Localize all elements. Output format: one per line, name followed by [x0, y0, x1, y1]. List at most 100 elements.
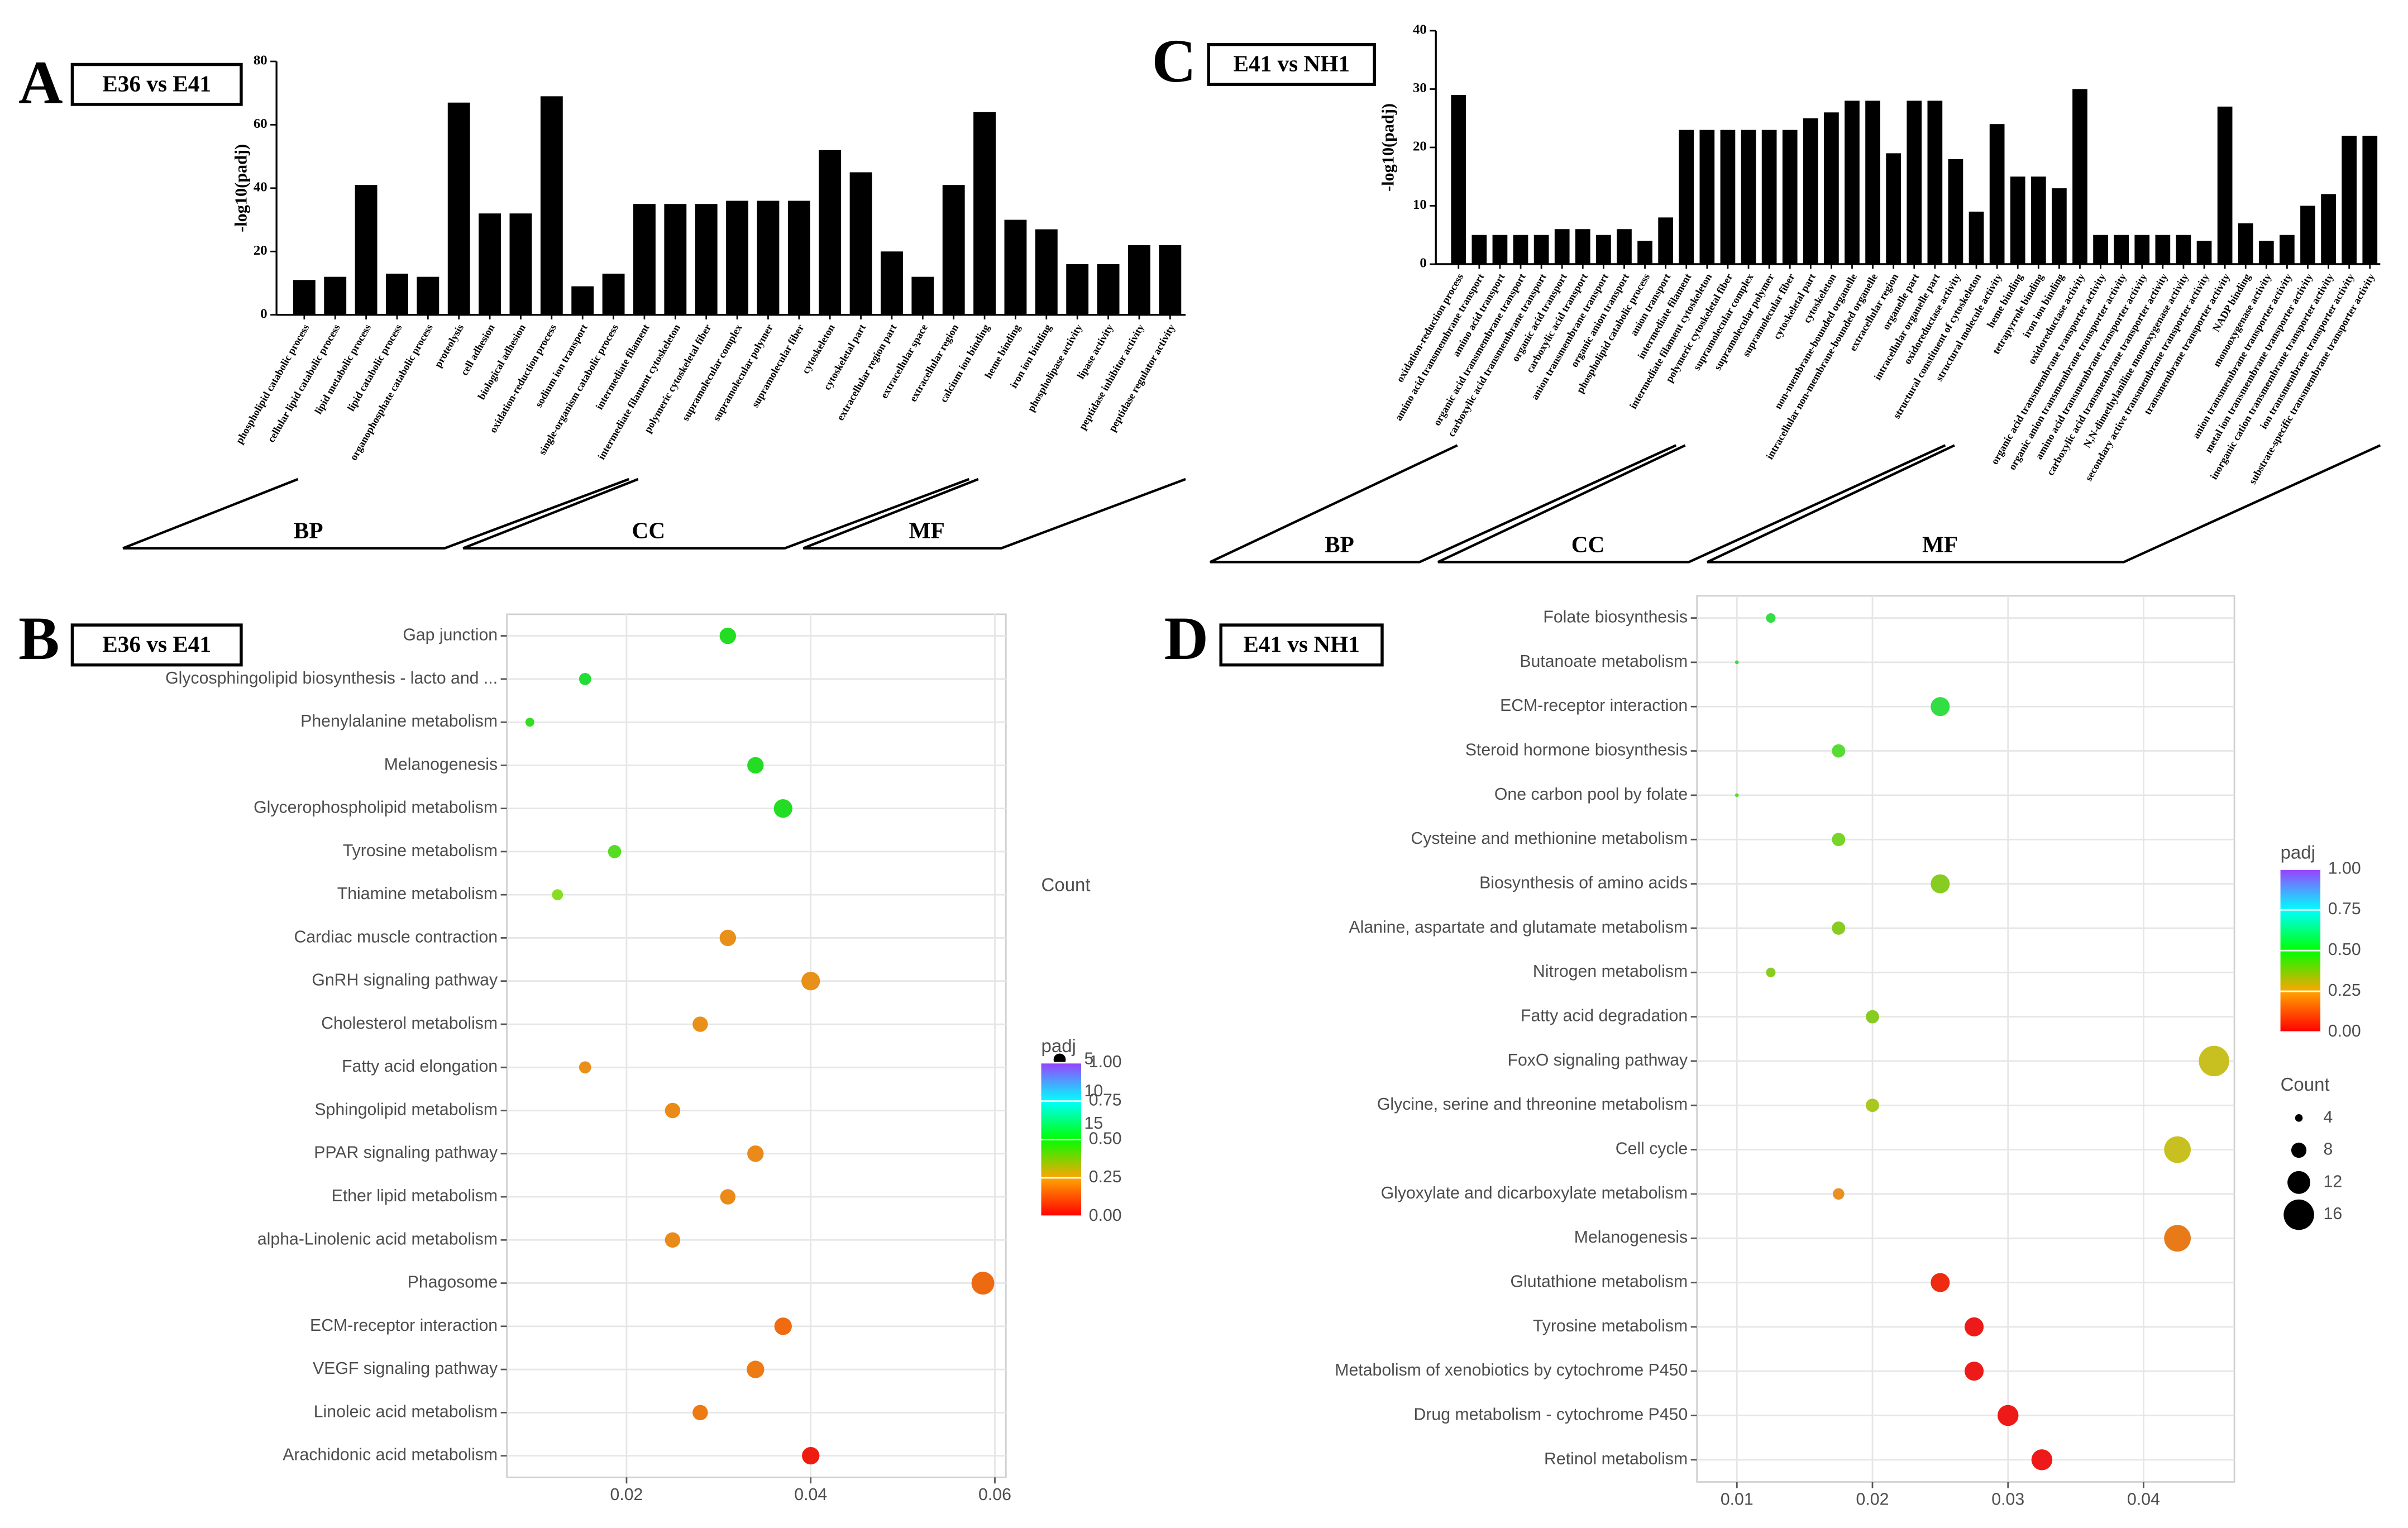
title-box: [70, 63, 243, 106]
bar: [1513, 235, 1528, 264]
bar: [1741, 130, 1756, 264]
bubble: [719, 929, 737, 947]
y-tick-label: Fatty acid degradation: [1521, 1007, 1688, 1025]
bubble: [719, 627, 737, 644]
colorbar-label: 0.00: [2328, 1022, 2361, 1040]
y-tick-label: Drug metabolism - cytochrome P450: [1413, 1405, 1688, 1424]
size-legend-label: 10: [1084, 1082, 1103, 1100]
y-tick-label: Fatty acid elongation: [342, 1057, 498, 1076]
y-tick-label: Glyoxylate and dicarboxylate metabolism: [1381, 1184, 1688, 1202]
colorbar-label: 0.25: [1089, 1168, 1122, 1186]
y-tick-label: 30: [1413, 80, 1427, 96]
bar: [324, 276, 347, 315]
bubble: [747, 1360, 765, 1378]
bubble: [747, 1145, 764, 1162]
bar: [1596, 235, 1611, 264]
y-axis-label: -log10(padj): [232, 144, 251, 232]
y-tick-label: One carbon pool by folate: [1494, 785, 1688, 804]
x-tick-label: extracellular region part: [835, 322, 900, 422]
bar: [664, 204, 687, 315]
bar: [417, 276, 439, 315]
group-bracket: [462, 478, 970, 550]
size-legend-dot: [2283, 1199, 2314, 1230]
bar: [787, 200, 810, 315]
y-tick-label: VEGF signaling pathway: [313, 1359, 498, 1378]
x-tick-label: 0.01: [1721, 1490, 1754, 1508]
bar: [1658, 217, 1674, 264]
colorbar-title: padj: [2281, 842, 2315, 863]
size-legend-dot: [2295, 1114, 2303, 1122]
bubble: [608, 845, 622, 858]
bar: [1471, 235, 1487, 264]
bar: [633, 204, 656, 315]
panel-title: E41 vs NH1: [1233, 51, 1350, 77]
y-tick-label: 0: [260, 306, 267, 321]
y-tick-label: Cholesterol metabolism: [321, 1014, 498, 1033]
bar: [2362, 136, 2378, 264]
bar: [1066, 264, 1089, 315]
size-legend-title: Count: [2281, 1074, 2330, 1095]
bubble: [2199, 1045, 2229, 1077]
x-tick-label: supramolecular polymer: [711, 322, 776, 423]
bar: [1699, 130, 1715, 264]
size-legend-label: 4: [2324, 1108, 2333, 1126]
bar: [293, 280, 316, 315]
title-box: [70, 623, 243, 667]
x-tick-label: phospholipase activity: [1025, 322, 1085, 414]
plot-panel: [1696, 595, 2235, 1483]
bubble: [552, 889, 563, 901]
colorbar-label: 1.00: [1089, 1053, 1122, 1071]
bubble: [1766, 967, 1776, 977]
size-legend-title: Count: [1041, 874, 1091, 895]
y-tick-label: Folate biosynthesis: [1543, 608, 1688, 627]
bubble: [1766, 613, 1776, 623]
y-tick-label: Glycine, serine and threonine metabolism: [1377, 1095, 1688, 1114]
y-tick-label: 80: [254, 53, 267, 68]
bubble: [579, 672, 591, 685]
size-legend-label: 12: [2324, 1172, 2343, 1191]
group-bracket: [1437, 444, 1946, 564]
bubble: [2164, 1136, 2191, 1163]
colorbar-label: 0.00: [1089, 1206, 1122, 1225]
panel-title: E36 vs E41: [102, 631, 211, 657]
y-tick-label: alpha-Linolenic acid metabolism: [257, 1230, 498, 1248]
bar: [1492, 235, 1508, 264]
panel-title: E36 vs E41: [102, 70, 211, 96]
bubble: [692, 1016, 708, 1032]
x-tick-label: lipid catabolic process: [345, 322, 404, 413]
x-tick-label: proteolysis: [432, 322, 466, 370]
panel-letter: B: [18, 604, 59, 672]
bar: [1159, 245, 1182, 315]
group-bracket: [122, 478, 630, 550]
bubble: [1866, 1099, 1879, 1112]
y-tick-label: Linoleic acid metabolism: [314, 1402, 498, 1421]
bubble: [1735, 793, 1739, 798]
y-tick-label: Phagosome: [408, 1273, 498, 1292]
bar: [2258, 241, 2274, 264]
bar: [695, 204, 718, 315]
bubble: [1832, 833, 1846, 847]
bar: [1004, 219, 1027, 315]
bar: [726, 200, 749, 315]
y-tick-label: Sphingolipid metabolism: [314, 1100, 498, 1119]
title-box: [1219, 623, 1384, 667]
bubble: [1832, 921, 1846, 935]
x-tick-label: 0.03: [1991, 1490, 2024, 1508]
bubble: [692, 1405, 708, 1421]
y-tick-label: 40: [254, 180, 267, 195]
bubble: [579, 1061, 591, 1074]
y-tick-label: Nitrogen metabolism: [1533, 962, 1688, 981]
y-tick-label: Metabolism of xenobiotics by cytochrome …: [1335, 1361, 1688, 1379]
y-tick-label: Tyrosine metabolism: [343, 842, 498, 860]
bar: [355, 185, 378, 315]
bubble: [1833, 1188, 1845, 1200]
bar: [2176, 235, 2191, 264]
bubble: [1832, 744, 1846, 758]
bar: [1554, 229, 1570, 264]
y-tick-label: Phenylalanine metabolism: [300, 712, 498, 730]
bubble: [971, 1272, 995, 1295]
y-tick-label: Arachidonic acid metabolism: [283, 1446, 498, 1464]
bar: [1803, 118, 1818, 264]
